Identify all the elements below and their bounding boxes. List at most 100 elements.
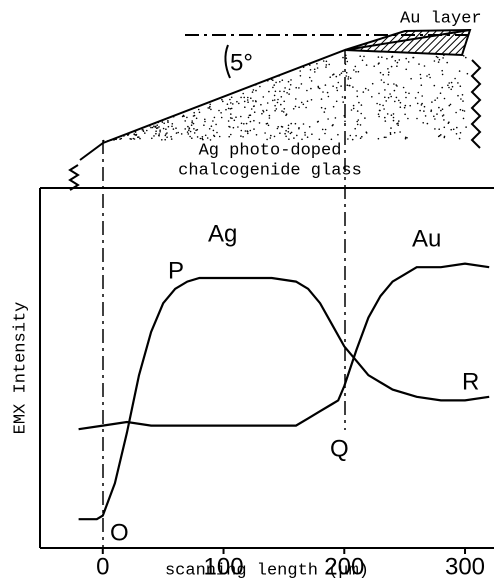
dot <box>313 68 316 71</box>
dot <box>268 117 271 119</box>
dot <box>259 85 261 88</box>
dot <box>390 65 393 68</box>
dot <box>164 138 166 141</box>
dot <box>276 101 279 104</box>
dot <box>382 73 385 76</box>
dot <box>332 85 334 87</box>
dot <box>244 130 247 132</box>
dot <box>454 77 456 80</box>
glass-dots <box>102 54 469 143</box>
dot <box>107 140 109 142</box>
annotation: Q <box>330 435 349 462</box>
dot <box>316 62 318 65</box>
dot <box>365 64 368 66</box>
dot <box>385 136 387 139</box>
dot <box>290 122 293 125</box>
dot <box>394 60 397 62</box>
dot <box>371 96 373 98</box>
dot <box>418 63 420 65</box>
break-right <box>470 59 482 149</box>
dot <box>358 101 360 104</box>
dot <box>416 102 419 105</box>
dot <box>215 123 217 126</box>
dot <box>230 133 232 136</box>
dot <box>288 93 290 95</box>
dot <box>361 135 363 138</box>
dot <box>231 117 233 120</box>
dot <box>455 111 457 114</box>
dot <box>191 120 193 122</box>
dot <box>167 125 170 128</box>
dot <box>365 131 368 133</box>
dot <box>387 96 390 99</box>
dot <box>395 96 398 99</box>
dot <box>246 99 249 101</box>
dot <box>202 138 204 141</box>
dot <box>153 125 155 127</box>
dot <box>301 138 303 141</box>
dot <box>443 54 445 56</box>
dot <box>273 94 276 97</box>
dot <box>220 116 223 119</box>
dot <box>354 65 357 68</box>
dot <box>289 84 292 86</box>
dot <box>274 90 277 93</box>
dot <box>380 79 383 81</box>
dot <box>379 71 382 74</box>
dot <box>441 69 444 72</box>
au-layer <box>344 28 472 57</box>
dot <box>123 135 125 137</box>
dot <box>440 134 442 136</box>
dot <box>394 100 396 103</box>
dot <box>233 119 236 122</box>
dot <box>329 76 332 78</box>
annotation: Ag photo-doped <box>199 141 342 160</box>
dot <box>402 86 405 89</box>
dot <box>208 107 211 109</box>
dot <box>213 116 216 119</box>
dot <box>133 138 136 140</box>
dot <box>352 107 355 110</box>
dot <box>404 137 407 140</box>
dot <box>273 84 276 86</box>
dot <box>284 132 286 135</box>
dot <box>189 135 191 138</box>
dot <box>387 68 389 70</box>
dot <box>336 89 339 92</box>
dot <box>393 83 395 85</box>
dot <box>462 100 464 102</box>
dot <box>398 59 401 61</box>
dot <box>447 84 449 87</box>
dot <box>345 75 348 77</box>
dot <box>407 61 410 63</box>
dot <box>267 80 269 82</box>
dot <box>165 133 167 135</box>
dot <box>212 120 214 122</box>
dot <box>184 128 186 130</box>
dot <box>426 75 428 77</box>
dot <box>390 114 393 116</box>
dot <box>182 114 185 117</box>
dot <box>428 73 430 76</box>
dot <box>461 94 464 96</box>
dot <box>389 93 391 95</box>
dot <box>310 80 313 82</box>
dot <box>196 136 199 138</box>
dot <box>352 86 354 88</box>
series-line <box>78 262 490 431</box>
dot <box>166 136 168 138</box>
dot <box>299 70 302 72</box>
dot <box>242 92 244 95</box>
dot <box>272 86 274 89</box>
angle-arc <box>224 44 231 79</box>
dot <box>266 138 268 141</box>
dot <box>237 126 239 128</box>
dot <box>252 89 255 91</box>
dot <box>110 139 113 141</box>
dot <box>158 133 161 135</box>
dot <box>396 123 398 125</box>
dot <box>421 95 424 97</box>
dot <box>410 77 412 80</box>
dot <box>360 104 363 106</box>
dot <box>390 95 393 98</box>
